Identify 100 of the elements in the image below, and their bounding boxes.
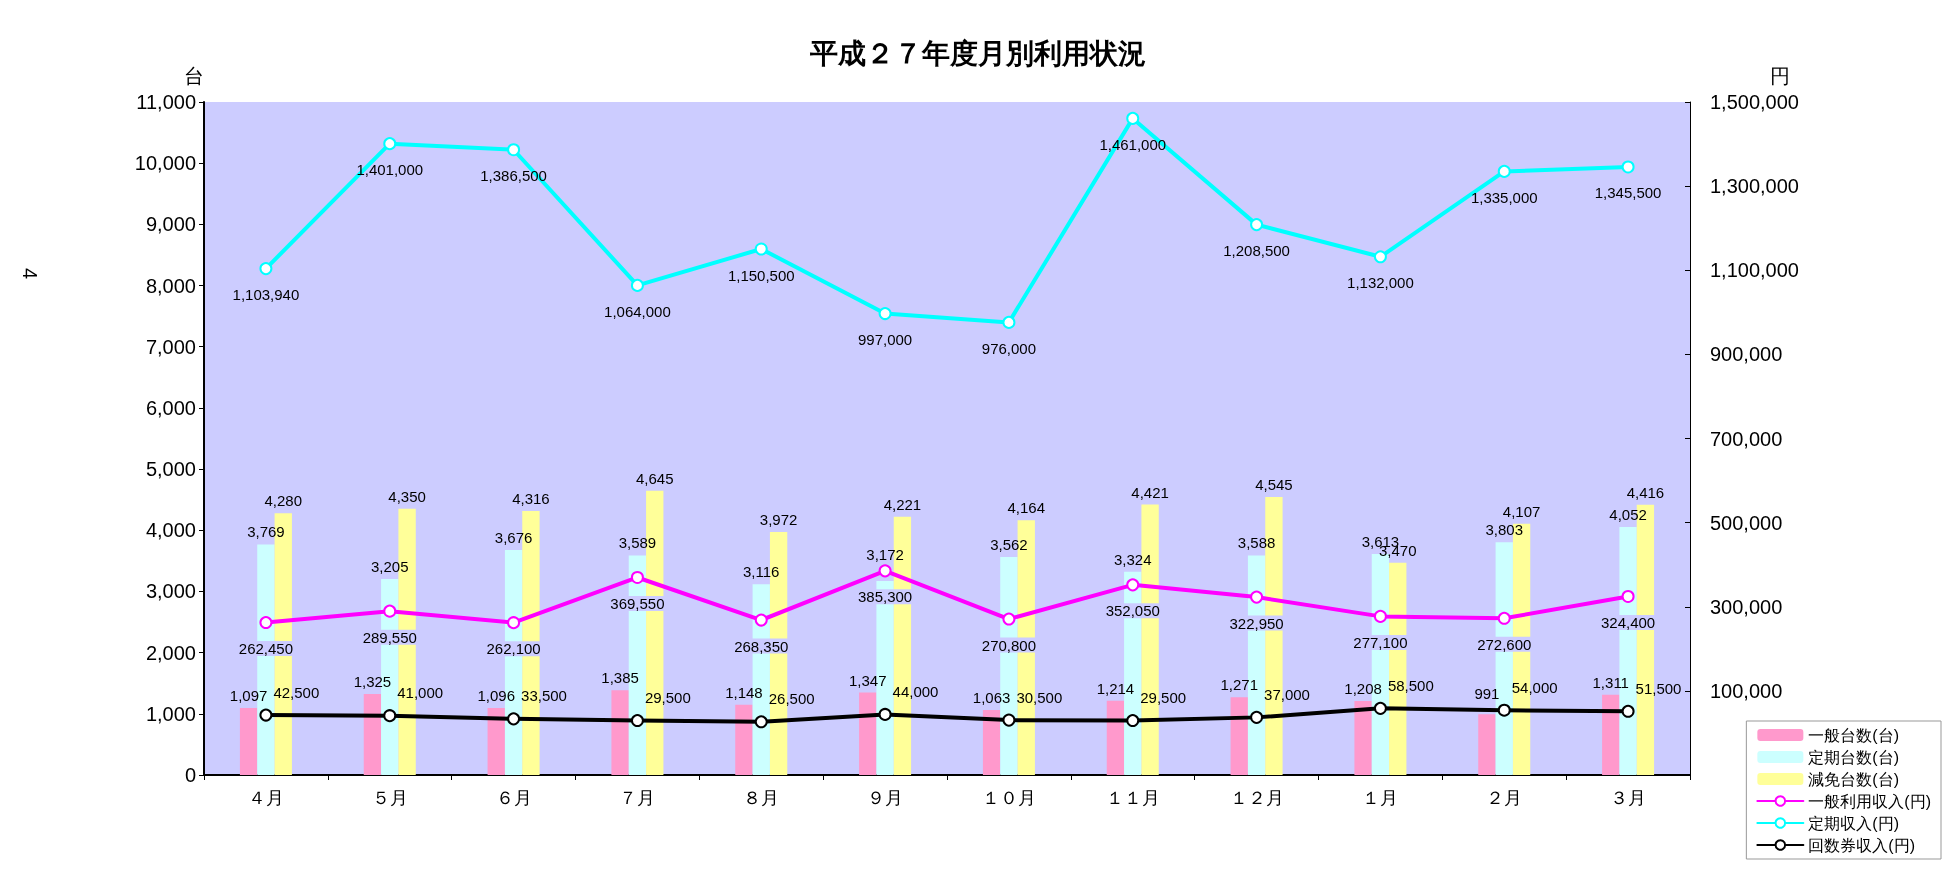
data-label: 42,500 <box>273 683 320 701</box>
data-label: 1,063 <box>972 688 1011 706</box>
y-tick-label: 10,000 <box>134 152 196 175</box>
data-label: 4,416 <box>1626 483 1665 501</box>
point <box>259 262 273 276</box>
x-tick-label: １月 <box>1362 788 1399 808</box>
data-label: 29,500 <box>1140 689 1187 707</box>
data-label: 1,097 <box>229 686 268 704</box>
bar <box>487 707 505 775</box>
data-label: 1,347 <box>848 671 887 689</box>
data-label: 385,300 <box>857 588 913 606</box>
y-tick-label: 7,000 <box>145 335 196 358</box>
point <box>259 708 273 722</box>
legend-label: 定期収入(円) <box>1808 814 1899 832</box>
point <box>383 709 397 723</box>
y-tick-label: 9,000 <box>145 213 196 236</box>
data-label: 41,000 <box>397 684 444 702</box>
text: 4 <box>19 268 41 280</box>
data-label: 991 <box>1474 685 1500 703</box>
bar <box>239 707 258 775</box>
data-label: 4,164 <box>1007 499 1046 517</box>
data-label: 1,345,500 <box>1594 184 1662 202</box>
point <box>1250 218 1264 232</box>
data-label: 26,500 <box>768 690 815 708</box>
data-label: 4,221 <box>883 495 922 513</box>
point <box>754 613 768 627</box>
point <box>1002 315 1016 329</box>
point <box>1497 703 1511 717</box>
bar <box>982 709 1001 775</box>
y2-axis-title: 円 <box>1770 65 1790 87</box>
point <box>1373 701 1387 715</box>
bar <box>1230 697 1248 775</box>
data-label: 3,205 <box>370 557 409 575</box>
data-label: 33,500 <box>521 687 567 705</box>
point <box>1621 160 1635 174</box>
data-label: 3,324 <box>1113 550 1152 568</box>
bar <box>1106 700 1125 775</box>
x-tick-label: ６月 <box>495 788 532 808</box>
point <box>1002 612 1016 626</box>
data-label: 277,100 <box>1353 633 1408 651</box>
bar <box>859 692 877 775</box>
point <box>1002 713 1016 727</box>
data-label: 37,000 <box>1264 685 1310 703</box>
x-tick-label: ５月 <box>371 788 408 808</box>
point <box>630 714 644 728</box>
data-label: 1,325 <box>353 672 392 690</box>
point <box>383 137 397 151</box>
point <box>507 143 521 157</box>
data-label: 4,280 <box>264 492 303 510</box>
data-label: 272,600 <box>1477 635 1532 653</box>
data-label: 44,000 <box>892 682 939 700</box>
point <box>1373 609 1387 623</box>
y2-tick-label: 1,500,000 <box>1710 91 1799 113</box>
legend-label: 定期台数(台) <box>1808 748 1899 766</box>
point <box>1250 710 1264 724</box>
data-label: 1,271 <box>1220 676 1259 694</box>
data-label: 3,972 <box>759 510 798 528</box>
y-tick-label: 1,000 <box>145 702 196 725</box>
point <box>1497 164 1511 178</box>
point <box>1126 714 1140 728</box>
data-label: 262,100 <box>486 640 541 658</box>
x-tick-label: ２月 <box>1486 788 1523 808</box>
x-tick-label: ９月 <box>867 788 904 808</box>
data-label: 270,800 <box>981 636 1037 654</box>
bar <box>735 704 753 775</box>
data-label: 1,311 <box>1592 673 1629 691</box>
data-label: 324,400 <box>1600 613 1656 631</box>
y2-tick-label: 300,000 <box>1710 595 1783 618</box>
data-label: 1,208 <box>1344 680 1382 698</box>
point <box>1621 704 1635 718</box>
data-label: 268,350 <box>734 637 789 655</box>
data-label: 3,116 <box>743 563 780 581</box>
y-tick-label: 3,000 <box>145 580 196 603</box>
y-tick-label: 6,000 <box>145 396 196 419</box>
data-label: 58,500 <box>1387 676 1434 694</box>
y-tick-label: 0 <box>184 764 196 786</box>
data-label: 1,385 <box>601 669 639 687</box>
point <box>630 571 644 584</box>
point <box>383 604 397 618</box>
point <box>754 242 768 256</box>
x-tick-label: ７月 <box>619 788 656 808</box>
point <box>878 564 892 578</box>
data-label: 1,214 <box>1096 679 1135 697</box>
point <box>1126 578 1140 592</box>
data-label: 1,150,500 <box>727 266 795 284</box>
bar <box>1478 714 1496 775</box>
data-label: 51,500 <box>1635 679 1682 697</box>
data-label: 1,335,000 <box>1470 188 1538 206</box>
data-label: 3,769 <box>247 523 285 541</box>
point <box>1497 611 1511 625</box>
bar <box>1602 694 1620 775</box>
y-tick-label: 8,000 <box>145 274 196 297</box>
data-label: 4,645 <box>635 469 674 487</box>
point <box>1621 589 1635 603</box>
point <box>1250 590 1264 604</box>
data-label: 369,550 <box>610 595 665 612</box>
bar <box>1354 701 1372 775</box>
data-label: 1,148 <box>725 683 763 701</box>
point <box>878 707 892 721</box>
data-label: 1,208,500 <box>1223 242 1290 260</box>
